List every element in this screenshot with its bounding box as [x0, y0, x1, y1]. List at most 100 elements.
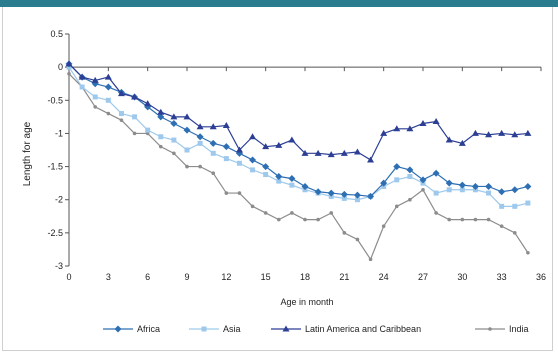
data-point: [368, 257, 373, 262]
data-point: [185, 164, 189, 169]
data-point: [275, 173, 283, 181]
y-tick-label: -1: [55, 128, 63, 138]
data-point: [473, 217, 478, 222]
legend-label: Africa: [137, 324, 160, 334]
data-point: [406, 166, 414, 174]
data-point: [105, 97, 111, 103]
legend-item: Asia: [189, 324, 241, 334]
x-tick-label: 27: [418, 272, 428, 282]
data-point: [406, 125, 414, 132]
data-point: [157, 108, 165, 115]
line-chart: 0.50-0.5-1-1.5-2-2.5-30 3 6 9 12 15 18 21 24 27 30…: [22, 29, 546, 334]
data-point: [235, 146, 243, 153]
data-point: [222, 121, 230, 128]
x-tick-label: 18: [300, 272, 310, 282]
data-point: [209, 139, 217, 147]
x-tick-label: 9: [184, 272, 189, 282]
data-point: [355, 237, 360, 242]
data-point: [445, 136, 453, 143]
data-point: [131, 93, 139, 100]
series-layer: [65, 60, 532, 262]
data-point: [485, 182, 493, 190]
data-point: [263, 172, 269, 178]
data-point: [117, 90, 125, 97]
data-point: [471, 129, 479, 136]
data-point: [524, 182, 532, 190]
data-point: [421, 187, 425, 192]
series-latin-america-and-caribbean: [65, 60, 532, 163]
data-point: [211, 171, 216, 175]
data-point: [249, 133, 257, 140]
data-point: [511, 186, 519, 194]
data-point: [250, 204, 255, 209]
legend: Africa Asia Latin America and Caribbean Ind…: [103, 324, 529, 334]
header-bar: [0, 0, 558, 7]
data-point: [172, 151, 176, 156]
data-point: [394, 177, 400, 183]
data-point: [329, 211, 334, 215]
data-point: [380, 179, 388, 187]
data-point: [460, 217, 465, 222]
data-point: [210, 150, 216, 156]
y-tick-label: 0.5: [50, 29, 63, 39]
data-point: [499, 203, 505, 209]
data-point: [353, 191, 361, 199]
data-point: [262, 143, 270, 150]
data-point: [91, 76, 99, 83]
data-point: [314, 149, 322, 156]
data-point: [288, 175, 296, 183]
data-point: [183, 126, 191, 134]
x-tick-label: 0: [66, 272, 71, 282]
data-point: [432, 169, 440, 177]
data-point: [419, 119, 427, 126]
x-tick-label: 21: [339, 272, 349, 282]
data-point: [114, 325, 122, 333]
x-tick-label: 33: [497, 272, 507, 282]
data-point: [289, 182, 295, 188]
chart-panel: 0.5 0 -0.5 -1 -1.5 -2 -2.5 -3 0 3 6 9 12 15 18 21 24 27 30…: [2, 7, 553, 351]
y-tick-label: -0.5: [47, 95, 63, 105]
data-point: [340, 190, 348, 198]
data-point: [276, 217, 281, 222]
data-point: [222, 143, 230, 151]
data-point: [282, 325, 290, 332]
data-point: [197, 140, 203, 146]
data-point: [341, 195, 347, 201]
x-axis-label: Age in month: [280, 297, 333, 307]
series-india: [67, 71, 530, 262]
x-tick-label: 3: [106, 272, 111, 282]
data-point: [498, 129, 506, 136]
data-point: [419, 176, 427, 184]
data-point: [407, 174, 413, 180]
data-point: [458, 139, 466, 146]
data-point: [119, 118, 124, 122]
data-point: [471, 182, 479, 190]
data-point: [327, 151, 335, 158]
data-point: [433, 190, 439, 196]
series-line: [68, 63, 529, 198]
data-point: [92, 94, 98, 100]
y-tick-label: -2: [55, 195, 63, 205]
data-point: [486, 190, 492, 196]
data-point: [511, 131, 519, 138]
data-point: [276, 178, 282, 184]
data-point: [237, 191, 242, 195]
data-point: [223, 156, 229, 162]
data-point: [170, 113, 178, 120]
data-point: [236, 160, 242, 166]
data-point: [340, 149, 348, 156]
x-tick-label: 6: [145, 272, 150, 282]
series-line: [68, 73, 529, 261]
data-point: [301, 149, 309, 156]
data-point: [524, 129, 532, 136]
data-point: [354, 197, 360, 203]
y-tick-label: 0: [58, 62, 63, 72]
legend-label: India: [509, 324, 529, 334]
x-tick-label: 36: [536, 272, 546, 282]
data-point: [498, 188, 506, 196]
data-point: [196, 133, 204, 141]
data-point: [224, 191, 229, 195]
data-point: [288, 136, 296, 143]
data-point: [458, 181, 466, 189]
